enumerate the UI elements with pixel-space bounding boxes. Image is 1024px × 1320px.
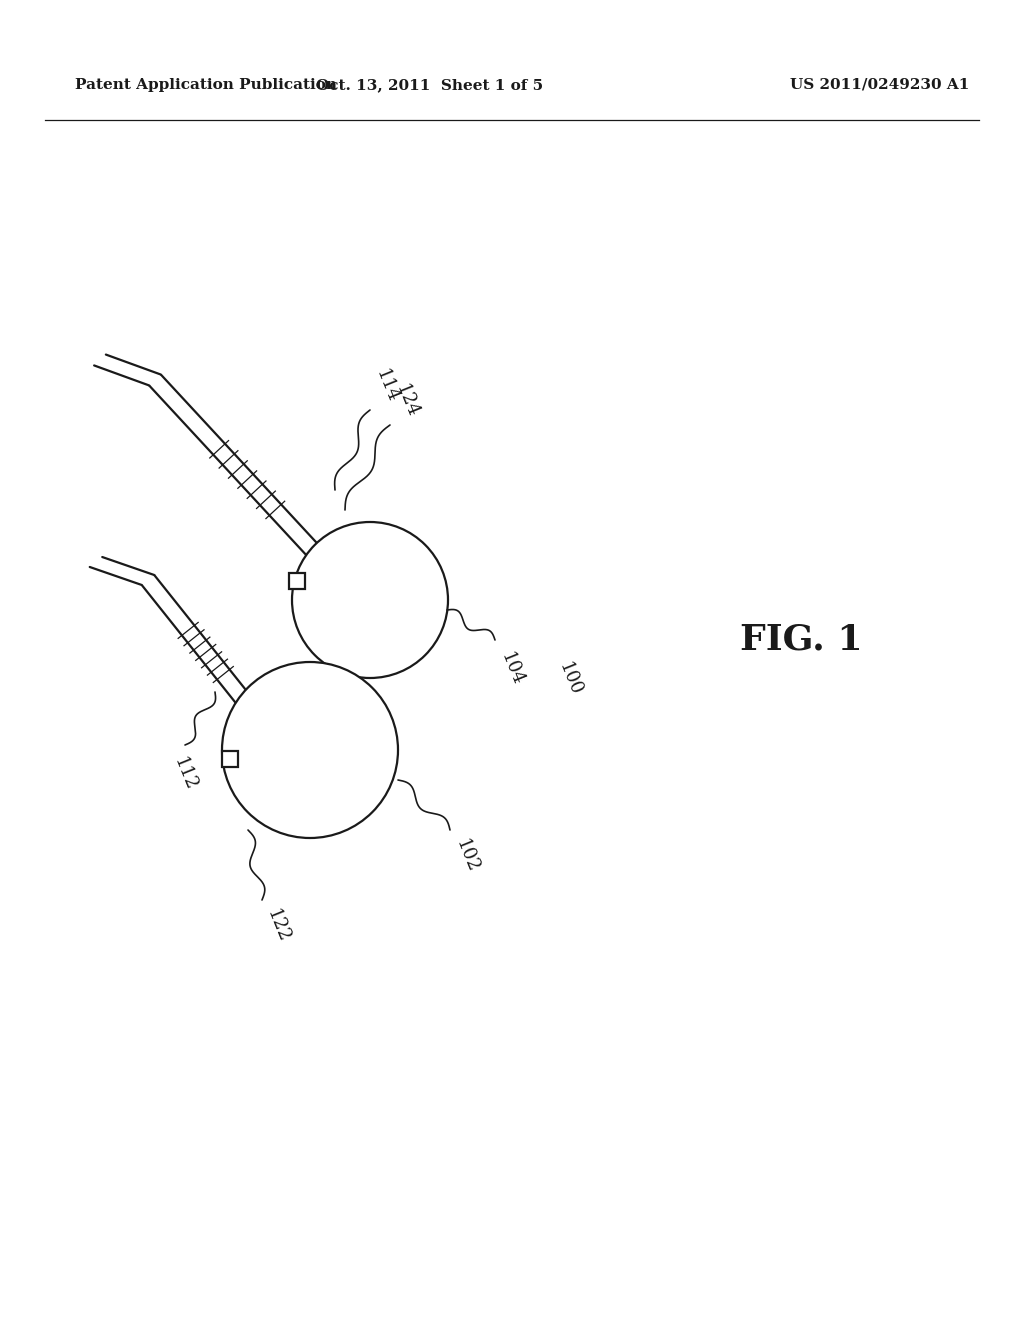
Text: 114: 114	[372, 367, 401, 405]
Text: Patent Application Publication: Patent Application Publication	[75, 78, 337, 92]
Text: US 2011/0249230 A1: US 2011/0249230 A1	[790, 78, 970, 92]
Text: 104: 104	[497, 649, 526, 689]
Text: 102: 102	[452, 837, 481, 875]
Bar	[222, 751, 238, 767]
Text: 112: 112	[170, 755, 200, 793]
Text: Oct. 13, 2011  Sheet 1 of 5: Oct. 13, 2011 Sheet 1 of 5	[316, 78, 544, 92]
Text: 124: 124	[392, 381, 422, 420]
Bar	[289, 573, 305, 589]
Circle shape	[222, 663, 398, 838]
Text: 122: 122	[263, 907, 293, 945]
Text: FIG. 1: FIG. 1	[740, 623, 862, 657]
Text: 100: 100	[555, 660, 585, 698]
Circle shape	[292, 521, 449, 678]
